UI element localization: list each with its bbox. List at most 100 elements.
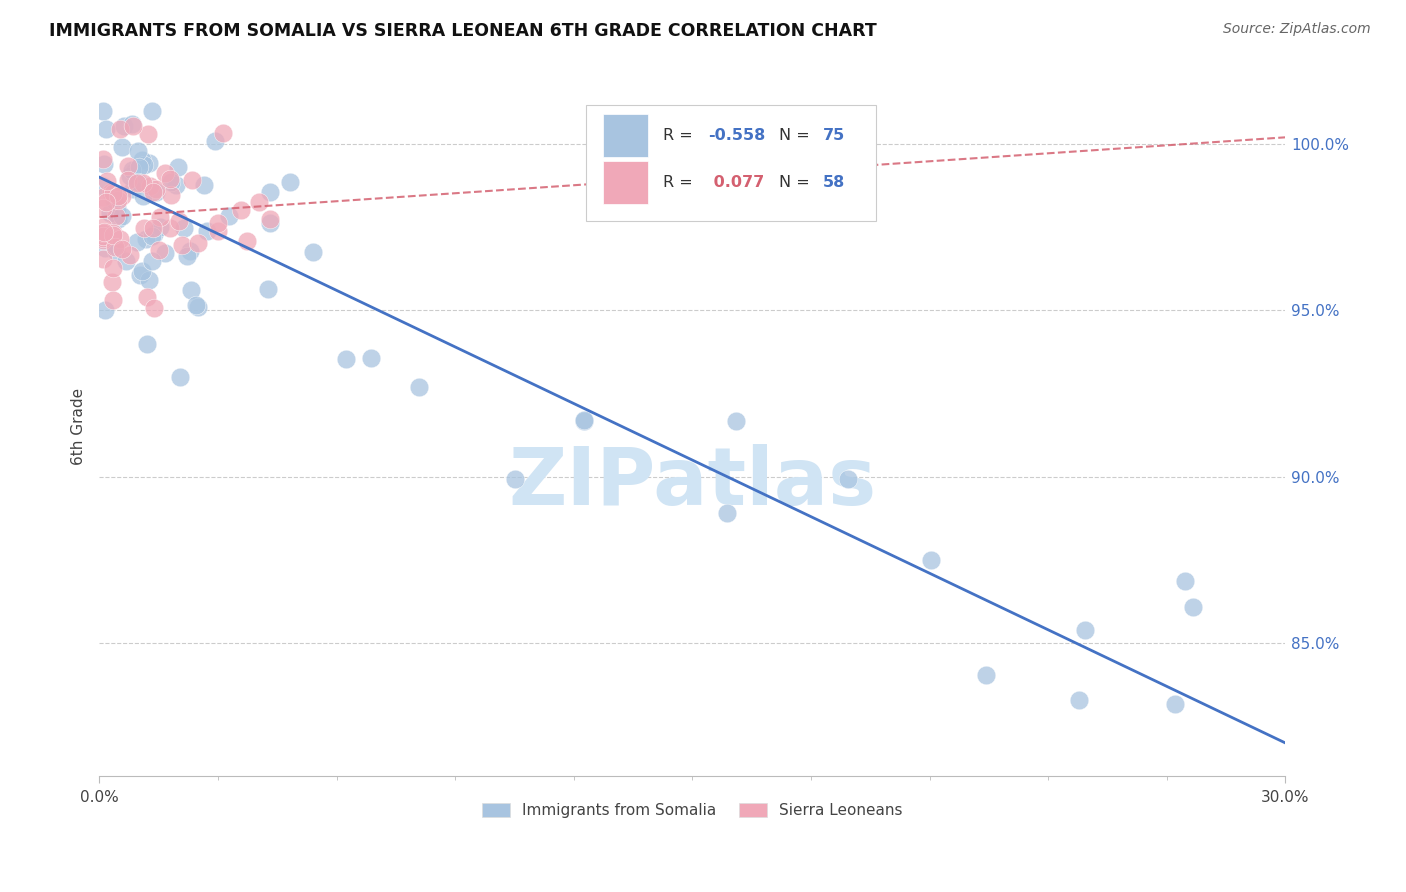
Text: 75: 75 xyxy=(823,128,845,143)
Point xyxy=(127,175,149,189)
Point xyxy=(408,380,430,394)
Point xyxy=(132,221,155,235)
Point xyxy=(572,413,595,427)
Point xyxy=(110,121,132,136)
Point xyxy=(107,194,129,208)
Point xyxy=(121,117,143,131)
Point xyxy=(121,163,143,178)
Point xyxy=(120,169,142,183)
Point xyxy=(160,175,183,189)
Point xyxy=(259,212,281,227)
Legend: Immigrants from Somalia, Sierra Leoneans: Immigrants from Somalia, Sierra Leoneans xyxy=(477,797,908,824)
Point xyxy=(149,219,172,234)
Point xyxy=(129,268,152,282)
Text: Source: ZipAtlas.com: Source: ZipAtlas.com xyxy=(1223,22,1371,37)
Point xyxy=(165,178,187,192)
Point xyxy=(127,177,149,191)
Point xyxy=(101,275,124,289)
FancyBboxPatch shape xyxy=(603,114,648,157)
Point xyxy=(93,219,115,234)
Point xyxy=(974,668,997,682)
Point xyxy=(94,302,117,317)
Point xyxy=(112,120,135,134)
Point xyxy=(135,290,157,304)
Point xyxy=(920,553,942,567)
Point xyxy=(104,244,127,259)
Point xyxy=(159,172,181,186)
Text: N =: N = xyxy=(779,128,815,143)
Point xyxy=(143,301,166,315)
Point xyxy=(100,185,122,199)
Point xyxy=(122,119,145,133)
Point xyxy=(170,237,193,252)
Point xyxy=(131,153,153,167)
Point xyxy=(108,232,131,246)
Point xyxy=(111,242,134,256)
Point xyxy=(141,229,163,244)
Point xyxy=(187,236,209,251)
Point xyxy=(110,189,132,203)
Point xyxy=(153,245,176,260)
Point xyxy=(1174,574,1197,588)
Point xyxy=(93,152,115,166)
FancyBboxPatch shape xyxy=(586,105,876,220)
Point xyxy=(98,205,121,219)
Point xyxy=(505,472,527,486)
Point xyxy=(93,201,115,215)
Text: R =: R = xyxy=(662,175,697,190)
Y-axis label: 6th Grade: 6th Grade xyxy=(72,388,86,466)
Text: ZIPatlas: ZIPatlas xyxy=(508,443,876,522)
Point xyxy=(167,214,190,228)
Point xyxy=(93,226,115,240)
Point xyxy=(93,228,115,243)
Point xyxy=(127,235,149,249)
Point xyxy=(142,185,165,199)
Point xyxy=(131,263,153,277)
Point xyxy=(128,161,150,175)
Point xyxy=(218,210,240,224)
Point xyxy=(132,189,155,203)
Point xyxy=(121,182,143,196)
Point xyxy=(134,158,156,172)
Point xyxy=(173,221,195,235)
Point xyxy=(107,188,129,202)
Text: -0.558: -0.558 xyxy=(707,128,765,143)
Point xyxy=(111,209,134,223)
Point xyxy=(117,173,139,187)
Point xyxy=(207,224,229,238)
Point xyxy=(103,193,125,207)
FancyBboxPatch shape xyxy=(603,161,648,204)
Point xyxy=(204,134,226,148)
Point xyxy=(572,414,595,428)
Text: IMMIGRANTS FROM SOMALIA VS SIERRA LEONEAN 6TH GRADE CORRELATION CHART: IMMIGRANTS FROM SOMALIA VS SIERRA LEONEA… xyxy=(49,22,877,40)
Point xyxy=(1074,623,1097,637)
Point xyxy=(122,165,145,179)
Point xyxy=(257,282,280,296)
Point xyxy=(187,301,209,315)
Point xyxy=(837,472,859,486)
Point xyxy=(184,298,207,312)
Point xyxy=(93,252,115,267)
Point xyxy=(96,121,118,136)
Point xyxy=(193,178,215,193)
Point xyxy=(105,201,128,215)
Point xyxy=(135,232,157,246)
Point xyxy=(115,253,138,268)
Point xyxy=(149,210,172,224)
Point xyxy=(159,188,181,202)
Point xyxy=(212,126,235,140)
Text: R =: R = xyxy=(662,128,697,143)
Point xyxy=(101,293,124,308)
Text: 0.077: 0.077 xyxy=(707,175,763,190)
Point xyxy=(96,194,118,209)
Point xyxy=(96,174,118,188)
Point xyxy=(278,175,301,189)
Point xyxy=(259,215,281,229)
Point xyxy=(249,194,271,209)
Point xyxy=(180,283,202,297)
Point xyxy=(107,212,129,227)
Point xyxy=(93,103,115,118)
Point xyxy=(1067,693,1090,707)
Point xyxy=(93,157,115,171)
Point xyxy=(195,224,218,238)
